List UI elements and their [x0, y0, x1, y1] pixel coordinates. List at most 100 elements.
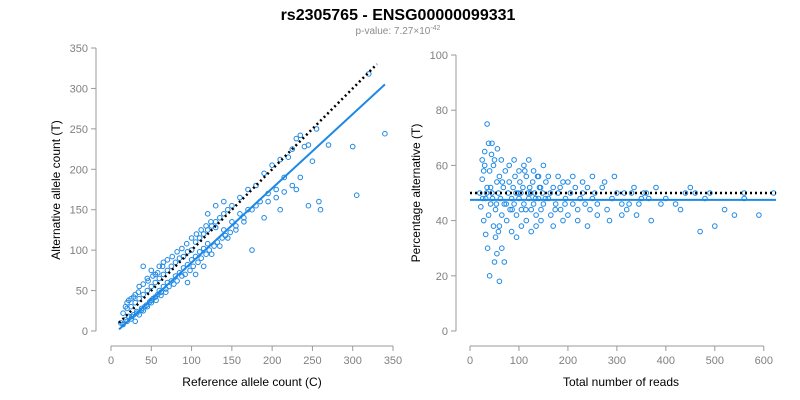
data-point	[145, 278, 151, 284]
data-point	[550, 223, 557, 229]
data-point	[128, 316, 134, 322]
data-point	[160, 271, 167, 278]
data-point	[611, 173, 618, 180]
data-point	[523, 173, 530, 180]
data-point	[756, 212, 762, 218]
y-tick-label: 150	[70, 205, 88, 217]
data-point	[506, 179, 513, 185]
y-axis-title: Percentage alternative (T)	[409, 124, 423, 263]
data-point	[574, 206, 581, 213]
chart-subtitle: p-value: 7.27×10-42	[356, 25, 441, 37]
data-point	[225, 206, 231, 213]
data-point	[518, 190, 524, 196]
data-point	[227, 229, 233, 236]
x-tick-label: 350	[384, 355, 402, 367]
data-point	[533, 223, 539, 229]
data-point	[682, 190, 689, 196]
y-tick-label: 300	[70, 83, 88, 95]
data-point	[188, 247, 195, 253]
data-point	[203, 251, 209, 257]
data-point	[229, 202, 235, 209]
data-point	[510, 184, 516, 191]
data-point	[221, 211, 227, 217]
data-point	[174, 278, 180, 284]
data-point	[636, 201, 642, 207]
data-point	[731, 212, 738, 218]
data-point	[160, 259, 167, 266]
data-point	[281, 189, 288, 195]
x-tick-label: 250	[303, 355, 321, 367]
data-point	[168, 263, 175, 270]
data-point	[148, 267, 155, 274]
data-point	[540, 162, 547, 169]
data-point	[265, 198, 271, 205]
data-point	[297, 174, 304, 181]
data-point	[537, 184, 544, 191]
data-point	[198, 255, 204, 262]
data-point	[601, 179, 608, 185]
data-point	[172, 259, 179, 266]
data-point	[626, 201, 632, 207]
data-point	[604, 206, 610, 213]
data-point	[490, 162, 497, 169]
data-point	[164, 257, 171, 263]
p-value-exponent: -42	[430, 25, 440, 32]
percentage-alternative-plot: 0 100 200 300 400 500 600 0 20 40 60 80 100 Total num…	[409, 50, 777, 389]
y-tick-label: 60	[436, 160, 448, 172]
data-point	[140, 263, 146, 270]
data-point	[496, 223, 503, 229]
data-point	[152, 271, 159, 278]
data-point	[486, 168, 493, 174]
data-point	[281, 174, 288, 181]
data-point	[289, 182, 296, 189]
data-point	[484, 121, 490, 127]
data-point	[697, 228, 703, 235]
data-point	[692, 190, 699, 196]
data-point	[489, 190, 495, 196]
data-point	[128, 303, 134, 310]
data-point	[499, 212, 505, 218]
data-point	[120, 310, 126, 317]
data-point	[245, 186, 251, 193]
data-point	[132, 299, 138, 306]
x-tick-label: 0	[467, 355, 473, 367]
data-point	[206, 247, 213, 253]
data-point	[522, 168, 528, 174]
data-point	[487, 184, 494, 191]
data-point	[548, 212, 554, 218]
data-point	[273, 194, 280, 201]
data-point	[285, 154, 292, 160]
data-point	[156, 275, 163, 282]
data-point	[316, 198, 322, 205]
data-point	[677, 206, 684, 213]
data-point	[584, 223, 591, 229]
data-point	[183, 240, 190, 247]
y-tick-label: 50	[76, 286, 88, 298]
data-point	[614, 190, 620, 196]
x-tick-label: 500	[706, 355, 724, 367]
data-point	[241, 219, 247, 225]
y-tick-label: 20	[436, 271, 448, 283]
data-point	[526, 184, 533, 191]
data-point	[190, 263, 196, 270]
data-point	[144, 275, 151, 282]
data-point	[517, 179, 523, 185]
data-point	[552, 206, 559, 213]
data-point	[584, 184, 591, 191]
data-point	[530, 168, 537, 174]
data-point	[508, 228, 515, 235]
x-tick-label: 300	[608, 355, 626, 367]
data-point	[269, 162, 275, 168]
x-tick-label: 300	[344, 355, 362, 367]
data-point	[195, 259, 201, 266]
data-point	[479, 176, 486, 182]
data-point	[648, 217, 655, 224]
data-point	[499, 245, 505, 251]
data-point	[489, 140, 495, 147]
data-point	[535, 173, 542, 180]
data-point	[521, 201, 527, 207]
data-point	[582, 201, 588, 207]
data-point	[712, 223, 718, 229]
data-point	[305, 142, 312, 148]
data-point	[135, 289, 142, 296]
